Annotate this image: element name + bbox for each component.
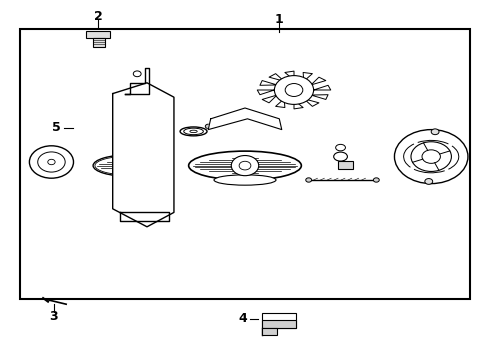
Polygon shape — [304, 99, 319, 106]
Ellipse shape — [184, 128, 203, 135]
Polygon shape — [257, 90, 274, 95]
Ellipse shape — [190, 130, 197, 132]
Circle shape — [205, 124, 211, 129]
Circle shape — [306, 178, 312, 182]
Bar — [93, 38, 105, 47]
Bar — [20, 29, 470, 299]
Ellipse shape — [95, 156, 165, 175]
Polygon shape — [269, 74, 284, 81]
Polygon shape — [120, 212, 169, 221]
Circle shape — [231, 156, 259, 176]
Circle shape — [422, 150, 441, 163]
Ellipse shape — [336, 144, 345, 151]
Ellipse shape — [93, 155, 167, 176]
Ellipse shape — [48, 159, 55, 165]
Circle shape — [125, 139, 162, 167]
Ellipse shape — [180, 127, 207, 136]
Circle shape — [394, 130, 468, 184]
Circle shape — [133, 71, 141, 77]
Text: 5: 5 — [52, 121, 61, 134]
Polygon shape — [294, 100, 303, 109]
Text: 4: 4 — [238, 312, 247, 325]
Ellipse shape — [214, 175, 276, 185]
Polygon shape — [275, 99, 285, 108]
Polygon shape — [113, 83, 174, 227]
Circle shape — [431, 129, 439, 135]
Circle shape — [126, 215, 133, 220]
Circle shape — [29, 146, 74, 178]
Circle shape — [118, 157, 142, 175]
Circle shape — [411, 142, 451, 171]
Circle shape — [425, 179, 433, 184]
Polygon shape — [303, 72, 313, 81]
Circle shape — [285, 84, 303, 96]
Polygon shape — [262, 95, 277, 103]
Polygon shape — [260, 81, 277, 85]
Text: 2: 2 — [94, 10, 102, 23]
Ellipse shape — [189, 151, 301, 180]
Ellipse shape — [334, 152, 347, 161]
Circle shape — [38, 152, 65, 172]
Polygon shape — [285, 71, 294, 80]
Text: 3: 3 — [49, 310, 58, 323]
Bar — [262, 328, 277, 335]
Bar — [338, 161, 353, 169]
Text: 1: 1 — [275, 13, 284, 26]
Bar — [86, 31, 110, 38]
Circle shape — [133, 145, 154, 161]
Polygon shape — [311, 77, 326, 85]
Polygon shape — [314, 85, 331, 90]
Bar — [262, 313, 296, 328]
Circle shape — [373, 178, 379, 182]
Polygon shape — [208, 108, 282, 130]
Polygon shape — [125, 68, 149, 94]
Circle shape — [239, 161, 251, 170]
Circle shape — [274, 76, 314, 104]
Polygon shape — [311, 95, 328, 99]
Bar — [262, 320, 296, 328]
